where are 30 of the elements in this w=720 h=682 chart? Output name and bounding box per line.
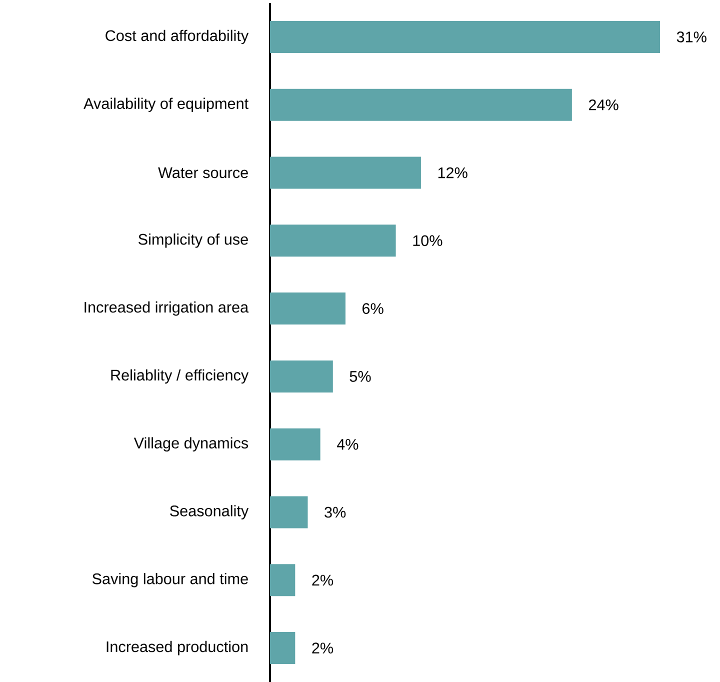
- y-tick-label: Saving labour and time: [92, 573, 248, 588]
- data-label: 3%: [324, 506, 346, 518]
- bar: [270, 156, 421, 189]
- y-tick-label: Cost and affordability: [106, 30, 249, 44]
- y-tick-label: Availability of equipment: [84, 98, 248, 112]
- data-label: 12%: [438, 167, 468, 178]
- bar: [270, 20, 660, 53]
- bar: [270, 224, 396, 257]
- data-label: 2%: [312, 642, 334, 654]
- data-label: 2%: [312, 574, 334, 586]
- data-label: 24%: [588, 99, 618, 110]
- y-tick-label: Simplicity of use: [138, 234, 248, 248]
- y-tick-label: Seasonality: [170, 505, 249, 520]
- y-tick-label: Water source: [158, 167, 248, 178]
- bar: [270, 292, 346, 325]
- bar: [270, 496, 308, 528]
- bar: [270, 564, 296, 596]
- bar: [270, 428, 320, 460]
- y-tick-label: Increased irrigation area: [84, 301, 249, 316]
- y-tick-label: Reliablity / efficiency: [111, 369, 249, 384]
- bar: [270, 360, 333, 392]
- y-tick-label: Village dynamics: [134, 437, 248, 452]
- data-label: 5%: [350, 371, 371, 382]
- bar: [270, 88, 572, 121]
- bar: [270, 632, 296, 664]
- data-label: 10%: [413, 235, 442, 246]
- data-label: 4%: [336, 438, 358, 450]
- data-label: 6%: [362, 303, 384, 314]
- data-label: 31%: [676, 32, 706, 42]
- y-tick-label: Increased production: [106, 640, 248, 656]
